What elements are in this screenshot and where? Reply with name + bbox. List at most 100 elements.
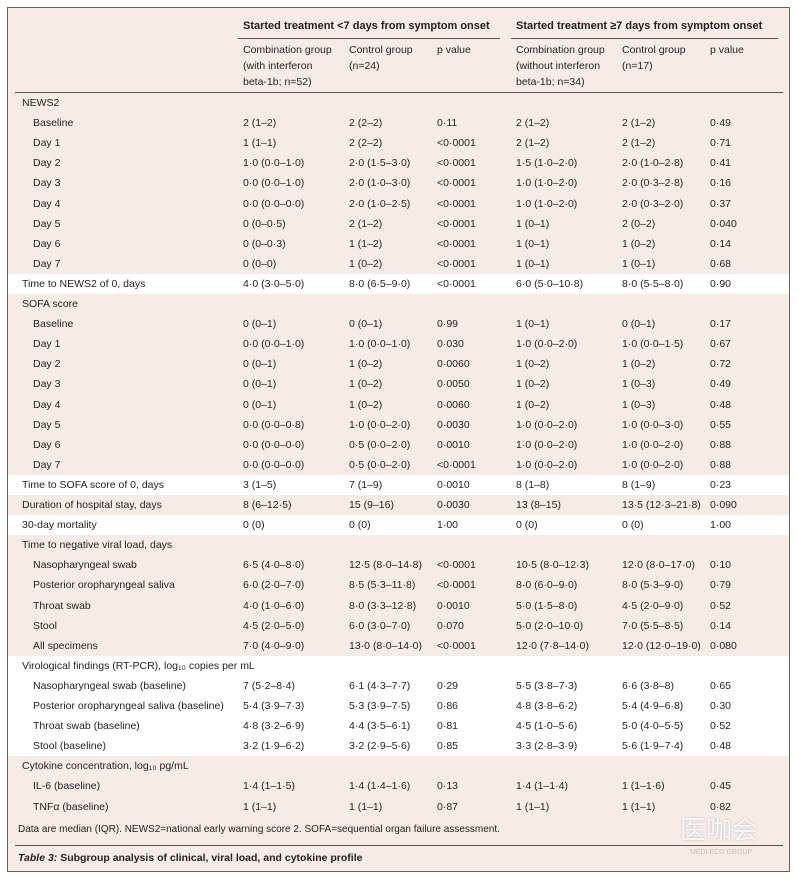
cell: <0·0001 bbox=[437, 237, 476, 250]
cell: 0 (0–1) bbox=[243, 318, 277, 331]
row-label: Nasopharyngeal swab bbox=[33, 559, 137, 572]
section-band bbox=[8, 474, 789, 495]
caption-rule bbox=[15, 845, 783, 846]
cell: 0·71 bbox=[710, 137, 732, 150]
caption-text: Subgroup analysis of clinical, viral loa… bbox=[60, 852, 363, 864]
cell: 1·0 (0·0–2·0) bbox=[516, 338, 578, 351]
cell: 7·0 (4·0–9·0) bbox=[243, 639, 305, 652]
cell: 0·070 bbox=[437, 619, 464, 632]
column-header: Combination group bbox=[516, 44, 605, 56]
row-label: Day 3 bbox=[33, 378, 61, 391]
cell: 4·8 (3·2–6·9) bbox=[243, 720, 305, 733]
cell: 0 (0) bbox=[349, 519, 371, 532]
header-rule bbox=[15, 92, 783, 93]
cell: 0·10 bbox=[710, 559, 732, 572]
cell: 1·0 (0·0–2·0) bbox=[516, 418, 578, 431]
row-label: Day 4 bbox=[33, 398, 61, 411]
cell: 6·5 (4·0–8·0) bbox=[243, 559, 305, 572]
cell: 1·0 (1·0–2·0) bbox=[516, 177, 578, 190]
column-header: Combination group bbox=[243, 44, 332, 56]
cell: 12·0 (12·0–19·0) bbox=[622, 639, 701, 652]
row-label: Posterior oropharyngeal saliva (baseline… bbox=[33, 700, 224, 712]
group-rule bbox=[511, 38, 778, 39]
cell: 0·0030 bbox=[437, 418, 470, 431]
cell: 1 (0–2) bbox=[349, 257, 383, 270]
row-label: Stool (baseline) bbox=[33, 740, 106, 753]
cell: 1·4 (1–1·4) bbox=[516, 780, 568, 793]
cell: 1·0 (0·0–2·0) bbox=[516, 438, 578, 451]
cell: 1 (0–2) bbox=[349, 358, 383, 371]
cell: 0·90 bbox=[710, 277, 732, 290]
column-header: beta-1b; n=52) bbox=[243, 76, 312, 88]
cell: 1 (0–3) bbox=[622, 378, 656, 391]
cell: 2·0 (1·0–2·5) bbox=[349, 197, 411, 210]
row-label: Nasopharyngeal swab (baseline) bbox=[33, 679, 186, 692]
row-label: Throat swab bbox=[33, 599, 91, 612]
cell: 2·0 (0·3–2·0) bbox=[622, 197, 684, 210]
section-band bbox=[8, 655, 789, 757]
row-label: IL-6 (baseline) bbox=[33, 780, 101, 793]
cell: 0·23 bbox=[710, 478, 732, 491]
row-label: SOFA score bbox=[22, 298, 79, 310]
cell: 1·4 (1·4–1·6) bbox=[349, 780, 411, 793]
cell: 1 (1–1) bbox=[622, 800, 656, 813]
row-label: Day 3 bbox=[33, 177, 61, 190]
cell: 1 (0–2) bbox=[349, 398, 383, 411]
row-label: Day 5 bbox=[33, 418, 61, 431]
row-label: Day 2 bbox=[33, 358, 61, 371]
cell: 0·55 bbox=[710, 418, 732, 431]
column-header: (n=17) bbox=[622, 60, 653, 72]
cell: 0 (0–1) bbox=[243, 358, 277, 371]
cell: 1 (0–1) bbox=[622, 257, 656, 270]
cell: 1 (1–1) bbox=[349, 800, 383, 813]
cell: 2 (2–2) bbox=[349, 117, 383, 130]
row-label: Stool bbox=[33, 619, 57, 632]
cell: 1 (0–1) bbox=[516, 237, 550, 250]
cell: 1 (0–1) bbox=[516, 257, 550, 270]
row-label: NEWS2 bbox=[22, 97, 60, 109]
cell: 1 (0–3) bbox=[622, 398, 656, 411]
cell: 0·080 bbox=[710, 639, 737, 652]
cell: 1·0 (0·0–1·0) bbox=[243, 157, 305, 170]
cell: 0 (0–1) bbox=[349, 318, 383, 331]
row-label: Time to SOFA score of 0, days bbox=[22, 478, 165, 491]
cell: 0·5 (0·0–2·0) bbox=[349, 458, 411, 471]
cell: 13·5 (12·3–21·8) bbox=[622, 499, 701, 511]
cell: 0 (0) bbox=[516, 519, 538, 532]
cell: <0·0001 bbox=[437, 177, 476, 190]
row-label: All specimens bbox=[33, 639, 98, 652]
cell: 2·0 (1·0–2·8) bbox=[622, 157, 684, 170]
cell: 4·5 (2·0–9·0) bbox=[622, 599, 684, 612]
cell: 1·0 (0·0–2·0) bbox=[349, 418, 411, 431]
cell: 3·2 (1·9–6·2) bbox=[243, 740, 305, 753]
column-header: p value bbox=[710, 44, 744, 56]
cell: 0·0060 bbox=[437, 398, 470, 411]
cell: 1 (0–2) bbox=[349, 378, 383, 391]
cell: 5·4 (4·9–6·8) bbox=[622, 700, 684, 712]
cell: 8·0 (5·5–8·0) bbox=[622, 277, 684, 290]
cell: 1 (1–1) bbox=[516, 800, 550, 813]
cell: 10·5 (8·0–12·3) bbox=[516, 559, 589, 572]
row-label: Day 1 bbox=[33, 338, 61, 351]
cell: 0·0060 bbox=[437, 358, 470, 371]
cell: 0·14 bbox=[710, 619, 732, 632]
cell: 0·0010 bbox=[437, 438, 470, 451]
cell: <0·0001 bbox=[437, 217, 476, 230]
cell: 0·040 bbox=[710, 217, 737, 230]
column-header: (n=24) bbox=[349, 60, 380, 72]
cell: 5·3 (3·9–7·5) bbox=[349, 700, 411, 712]
group-header: Started treatment ≥7 days from symptom o… bbox=[516, 20, 763, 32]
cell: 0·13 bbox=[437, 780, 459, 793]
cell: 0·37 bbox=[710, 197, 732, 210]
row-label: Time to negative viral load, days bbox=[22, 539, 173, 552]
cell: 0·45 bbox=[710, 780, 732, 793]
cell: 0·0 (0·0–1·0) bbox=[243, 177, 305, 190]
cell: 1·0 (0·0–2·0) bbox=[516, 458, 578, 471]
cell: 0·52 bbox=[710, 599, 732, 612]
cell: 0·48 bbox=[710, 740, 732, 753]
cell: 0·17 bbox=[710, 318, 732, 331]
cell: 3·2 (2·9–5·6) bbox=[349, 740, 411, 753]
cell: 1 (0–1) bbox=[516, 217, 550, 230]
row-label: Baseline bbox=[33, 117, 74, 130]
cell: <0·0001 bbox=[437, 197, 476, 210]
